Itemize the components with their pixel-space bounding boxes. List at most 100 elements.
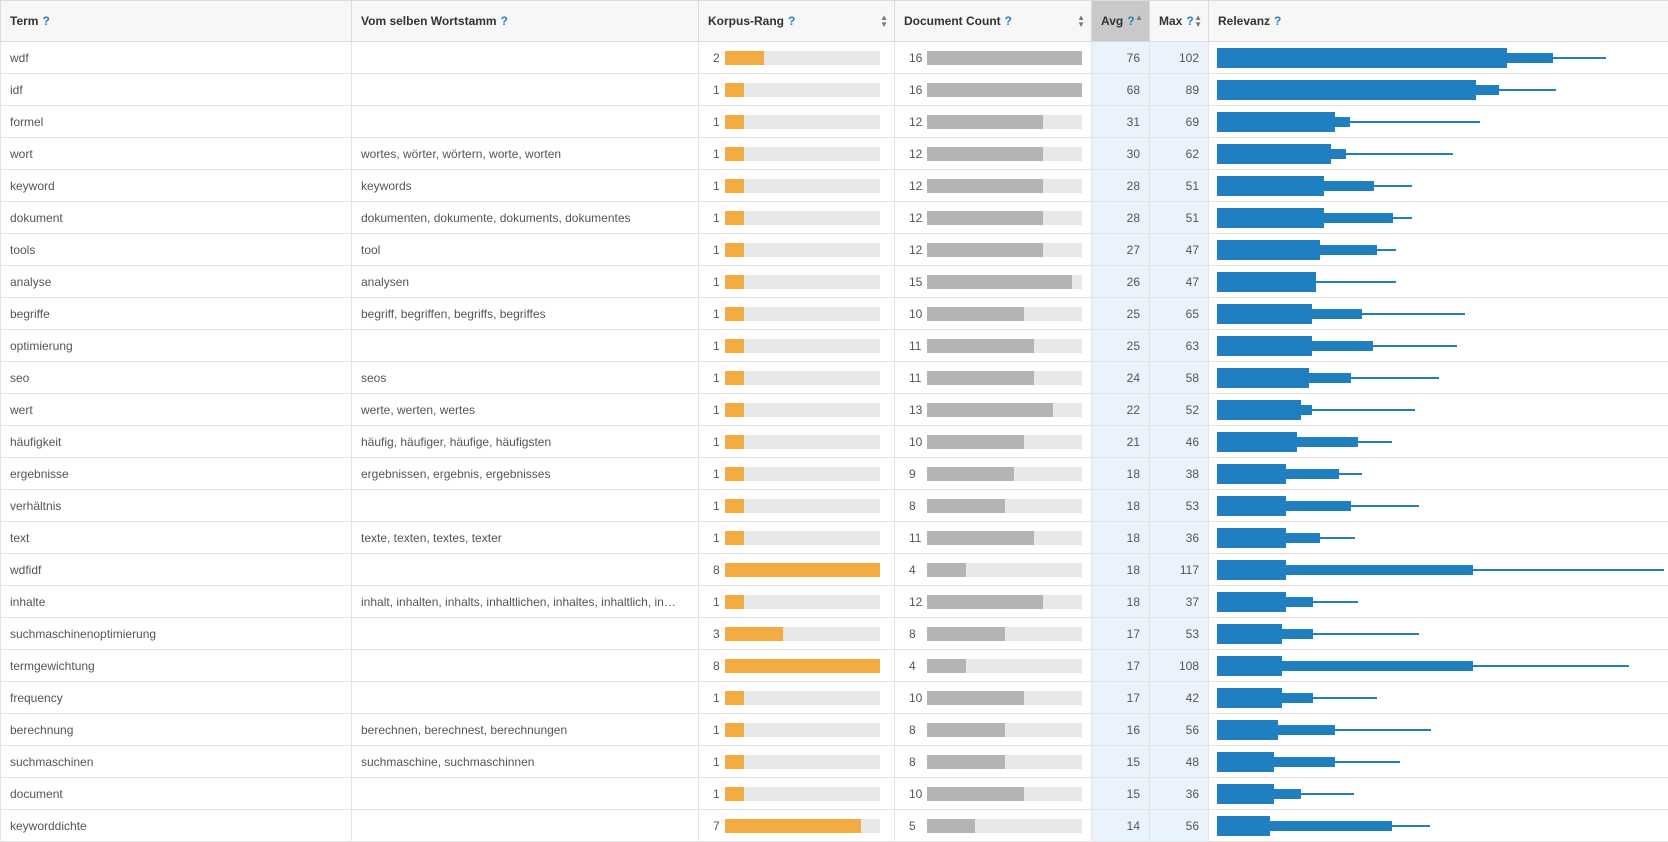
avg-value: 24 — [1126, 370, 1140, 385]
rank-bar — [725, 82, 744, 97]
relevance-cell — [1208, 457, 1668, 490]
doc-value: 8 — [909, 498, 916, 513]
relevance-chart — [1217, 302, 1667, 326]
table-row[interactable]: frequency 1 10 17 42 — [0, 681, 1668, 714]
table-row[interactable]: häufigkeit häufig, häufiger, häufige, hä… — [0, 425, 1668, 458]
avg-value: 15 — [1126, 754, 1140, 769]
rank-value: 1 — [713, 210, 720, 225]
table-row[interactable]: berechnung berechnen, berechnest, berech… — [0, 713, 1668, 746]
stem-cell — [351, 809, 699, 842]
column-header-stem[interactable]: Vom selben Wortstamm? — [351, 0, 699, 42]
relevance-cell — [1208, 201, 1668, 234]
sort-icon[interactable]: ▲ ▼ — [880, 13, 888, 29]
max-value: 38 — [1185, 466, 1199, 481]
table-row[interactable]: wort wortes, wörter, wörtern, worte, wor… — [0, 137, 1668, 170]
rank-value: 1 — [713, 402, 720, 417]
table-row[interactable]: idf 1 16 68 89 — [0, 73, 1668, 106]
doc-cell: 4 — [894, 649, 1092, 682]
table-row[interactable]: seo seos 1 11 24 58 — [0, 361, 1668, 394]
term-cell: wert — [0, 393, 352, 426]
relevance-cell — [1208, 137, 1668, 170]
table-row[interactable]: formel 1 12 31 69 — [0, 105, 1668, 138]
table-row[interactable]: keyworddichte 7 5 14 56 — [0, 809, 1668, 842]
term-text: document — [10, 786, 63, 801]
help-icon[interactable]: ? — [500, 14, 508, 28]
table-row[interactable]: suchmaschinen suchmaschine, suchmaschinn… — [0, 745, 1668, 778]
sort-icon[interactable]: ▲ ▼ — [1077, 13, 1085, 29]
relevance-cell — [1208, 553, 1668, 586]
term-text: formel — [10, 114, 44, 129]
doc-bar-track — [927, 50, 1082, 65]
relevance-chart — [1217, 334, 1667, 358]
stem-cell — [351, 489, 699, 522]
rank-bar-track — [725, 178, 880, 193]
table-row[interactable]: termgewichtung 8 4 17 108 — [0, 649, 1668, 682]
table-row[interactable]: wert werte, werten, wertes 1 13 22 52 — [0, 393, 1668, 426]
table-row[interactable]: optimierung 1 11 25 63 — [0, 329, 1668, 362]
table-row[interactable]: suchmaschinenoptimierung 3 8 17 53 — [0, 617, 1668, 650]
help-icon[interactable]: ? — [1186, 14, 1194, 28]
table-row[interactable]: verhältnis 1 8 18 53 — [0, 489, 1668, 522]
help-icon[interactable]: ? — [1127, 14, 1135, 28]
relevance-mid-bar — [1274, 756, 1335, 767]
column-header-rel[interactable]: Relevanz? — [1208, 0, 1668, 42]
relevance-max-line — [1301, 408, 1415, 411]
table-row[interactable]: analyse analysen 1 15 26 47 — [0, 265, 1668, 298]
rank-value: 1 — [713, 498, 720, 513]
doc-bar-track — [927, 722, 1082, 737]
table-row[interactable]: begriffe begriff, begriffen, begriffs, b… — [0, 297, 1668, 330]
table-row[interactable]: text texte, texten, textes, texter 1 11 … — [0, 521, 1668, 554]
table-row[interactable]: keyword keywords 1 12 28 51 — [0, 169, 1668, 202]
sort-icon[interactable]: ▲ ▼ — [1194, 13, 1202, 29]
avg-value: 76 — [1126, 50, 1140, 65]
rank-cell: 1 — [698, 201, 895, 234]
help-icon[interactable]: ? — [42, 14, 50, 28]
column-header-max[interactable]: Max? ▲ ▼ — [1149, 0, 1209, 42]
avg-value: 28 — [1126, 178, 1140, 193]
help-icon[interactable]: ? — [788, 14, 796, 28]
table-row[interactable]: ergebnisse ergebnissen, ergebnis, ergebn… — [0, 457, 1668, 490]
term-cell: dokument — [0, 201, 352, 234]
rank-bar — [725, 50, 764, 65]
rank-bar — [725, 818, 861, 833]
column-header-term[interactable]: Term? — [0, 0, 352, 42]
help-icon[interactable]: ? — [1274, 14, 1282, 28]
column-header-avg[interactable]: Avg? ▲ — [1091, 0, 1150, 42]
table-row[interactable]: document 1 10 15 36 — [0, 777, 1668, 810]
term-cell: formel — [0, 105, 352, 138]
relevance-chart — [1217, 494, 1667, 518]
stem-cell — [351, 777, 699, 810]
doc-cell: 16 — [894, 41, 1092, 74]
table-row[interactable]: wdfidf 8 4 18 117 — [0, 553, 1668, 586]
table-row[interactable]: inhalte inhalt, inhalten, inhalts, inhal… — [0, 585, 1668, 618]
max-value: 53 — [1185, 498, 1199, 513]
table-row[interactable]: tools tool 1 12 27 47 — [0, 233, 1668, 266]
table-row[interactable]: dokument dokumenten, dokumente, dokument… — [0, 201, 1668, 234]
sort-desc-icon[interactable]: ▲ — [1135, 13, 1143, 22]
rank-bar-track — [725, 82, 880, 97]
relevance-chart — [1217, 718, 1667, 742]
rank-bar — [725, 210, 744, 225]
rank-bar-track — [725, 786, 880, 801]
doc-cell: 12 — [894, 169, 1092, 202]
rank-value: 7 — [713, 818, 720, 833]
stem-text: suchmaschine, suchmaschinnen — [361, 754, 535, 769]
relevance-chart — [1217, 110, 1667, 134]
table-row[interactable]: wdf 2 16 76 102 — [0, 41, 1668, 74]
relevance-mid-bar — [1507, 52, 1553, 63]
rank-value: 1 — [713, 242, 720, 257]
help-icon[interactable]: ? — [1004, 14, 1012, 28]
stem-text: begriff, begriffen, begriffs, begriffes — [361, 306, 546, 321]
avg-value: 22 — [1126, 402, 1140, 417]
rank-value: 1 — [713, 306, 720, 321]
relevance-cell — [1208, 489, 1668, 522]
max-value: 51 — [1185, 210, 1199, 225]
column-header-doc[interactable]: Document Count? ▲ ▼ — [894, 0, 1092, 42]
max-cell: 37 — [1149, 585, 1209, 618]
relevance-cell — [1208, 329, 1668, 362]
relevance-mid-bar — [1324, 212, 1393, 223]
avg-value: 18 — [1126, 562, 1140, 577]
relevance-chart — [1217, 462, 1667, 486]
column-header-rank[interactable]: Korpus-Rang? ▲ ▼ — [698, 0, 895, 42]
rank-value: 1 — [713, 466, 720, 481]
